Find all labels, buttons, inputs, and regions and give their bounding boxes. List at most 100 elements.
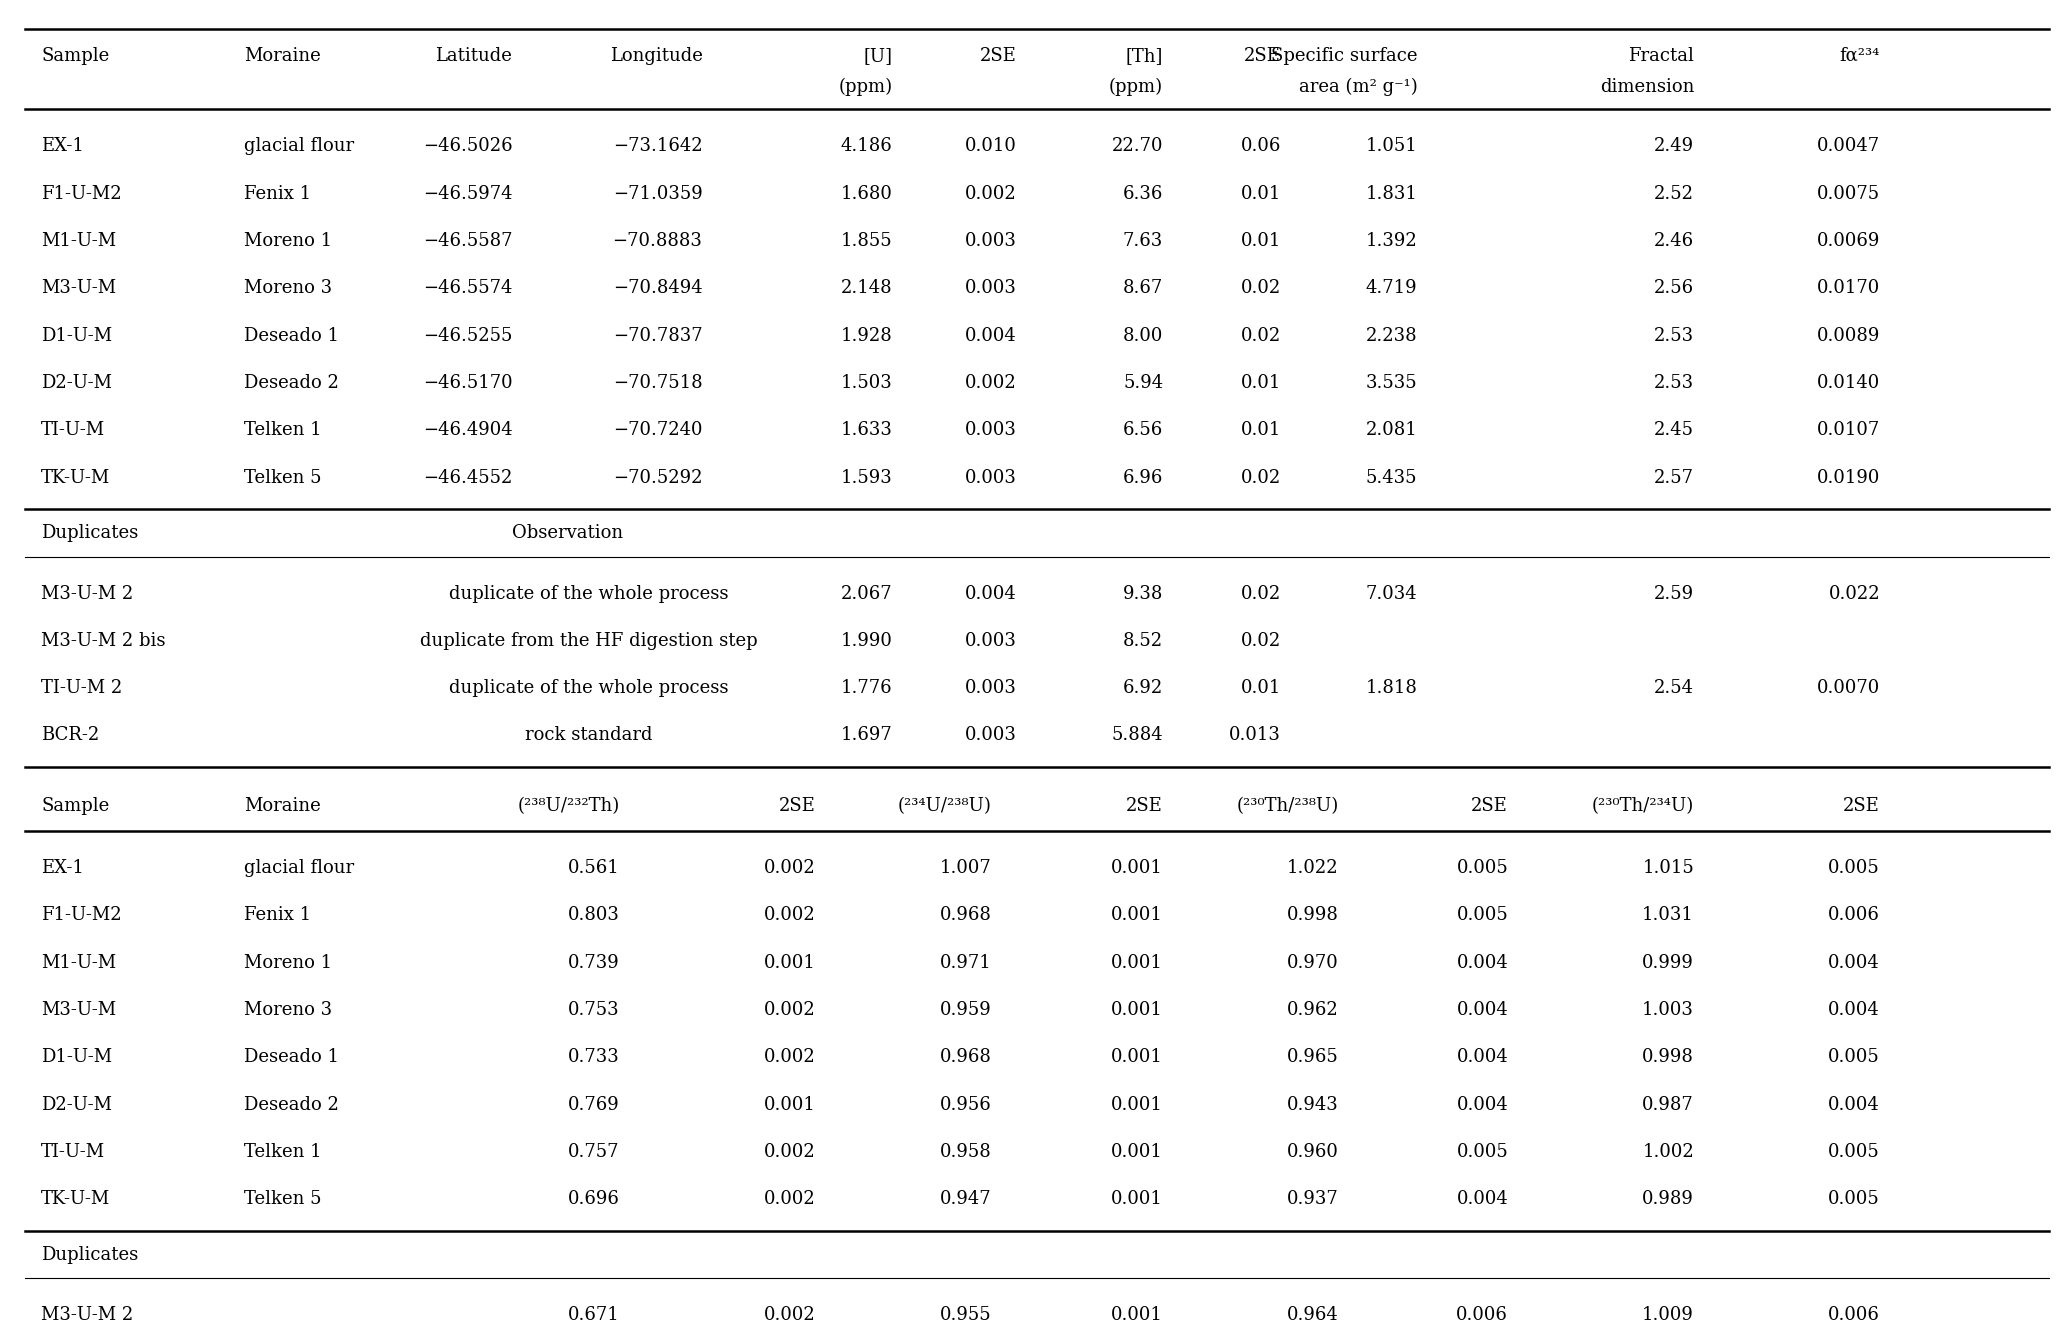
- Text: Observation: Observation: [512, 524, 624, 543]
- Text: 0.002: 0.002: [764, 1001, 816, 1020]
- Text: 0.001: 0.001: [1112, 1096, 1163, 1114]
- Text: 0.022: 0.022: [1828, 584, 1880, 603]
- Text: 0.999: 0.999: [1642, 953, 1694, 972]
- Text: dimension: dimension: [1599, 77, 1694, 96]
- Text: 2SE: 2SE: [1126, 797, 1163, 814]
- Text: 6.96: 6.96: [1122, 468, 1163, 487]
- Text: EX-1: EX-1: [41, 858, 85, 877]
- Text: 1.855: 1.855: [841, 232, 893, 251]
- Text: 0.013: 0.013: [1229, 726, 1281, 745]
- Text: 2.45: 2.45: [1655, 421, 1694, 440]
- Text: Telken 1: Telken 1: [244, 1142, 322, 1161]
- Text: 5.435: 5.435: [1366, 468, 1417, 487]
- Text: 0.002: 0.002: [764, 1142, 816, 1161]
- Text: −46.5170: −46.5170: [424, 373, 512, 392]
- Text: 0.005: 0.005: [1457, 858, 1508, 877]
- Text: 9.38: 9.38: [1122, 584, 1163, 603]
- Text: Sample: Sample: [41, 797, 109, 814]
- Text: 0.753: 0.753: [568, 1001, 620, 1020]
- Text: −46.5026: −46.5026: [424, 137, 512, 156]
- Text: M3-U-M 2: M3-U-M 2: [41, 1306, 134, 1325]
- Text: Telken 5: Telken 5: [244, 468, 322, 487]
- Text: Duplicates: Duplicates: [41, 1245, 138, 1264]
- Text: 0.003: 0.003: [965, 726, 1016, 745]
- Text: Longitude: Longitude: [609, 47, 702, 65]
- Text: 0.003: 0.003: [965, 678, 1016, 697]
- Text: 0.006: 0.006: [1828, 1306, 1880, 1325]
- Text: −46.4552: −46.4552: [424, 468, 512, 487]
- Text: 7.63: 7.63: [1124, 232, 1163, 251]
- Text: −46.5574: −46.5574: [424, 279, 512, 297]
- Text: 0.989: 0.989: [1642, 1190, 1694, 1209]
- Text: area (m² g⁻¹): area (m² g⁻¹): [1300, 77, 1417, 96]
- Text: Deseado 1: Deseado 1: [244, 327, 339, 345]
- Text: 0.002: 0.002: [764, 1190, 816, 1209]
- Text: 0.947: 0.947: [940, 1190, 992, 1209]
- Text: 0.004: 0.004: [1457, 1048, 1508, 1066]
- Text: Moraine: Moraine: [244, 797, 320, 814]
- Text: −70.5292: −70.5292: [614, 468, 702, 487]
- Text: 0.006: 0.006: [1457, 1306, 1508, 1325]
- Text: (²³⁰Th/²³⁴U): (²³⁰Th/²³⁴U): [1593, 797, 1694, 814]
- Text: 0.757: 0.757: [568, 1142, 620, 1161]
- Text: 0.943: 0.943: [1287, 1096, 1339, 1114]
- Text: Telken 5: Telken 5: [244, 1190, 322, 1209]
- Text: M3-U-M 2: M3-U-M 2: [41, 584, 134, 603]
- Text: 0.004: 0.004: [965, 584, 1016, 603]
- Text: 0.962: 0.962: [1287, 1001, 1339, 1020]
- Text: M1-U-M: M1-U-M: [41, 953, 116, 972]
- Text: −70.7837: −70.7837: [614, 327, 702, 345]
- Text: 0.01: 0.01: [1240, 678, 1281, 697]
- Text: 0.010: 0.010: [965, 137, 1016, 156]
- Text: TI-U-M: TI-U-M: [41, 421, 105, 440]
- Text: 0.02: 0.02: [1242, 327, 1281, 345]
- Text: Specific surface: Specific surface: [1271, 47, 1417, 65]
- Text: 0.001: 0.001: [1112, 1306, 1163, 1325]
- Text: 0.02: 0.02: [1242, 279, 1281, 297]
- Text: 0.002: 0.002: [764, 858, 816, 877]
- Text: M3-U-M: M3-U-M: [41, 279, 116, 297]
- Text: 2SE: 2SE: [1843, 797, 1880, 814]
- Text: 2.46: 2.46: [1655, 232, 1694, 251]
- Text: (ppm): (ppm): [1109, 77, 1163, 96]
- Text: 1.928: 1.928: [841, 327, 893, 345]
- Text: [Th]: [Th]: [1126, 47, 1163, 65]
- Text: Fenix 1: Fenix 1: [244, 906, 310, 925]
- Text: 5.884: 5.884: [1112, 726, 1163, 745]
- Text: 0.006: 0.006: [1828, 906, 1880, 925]
- Text: 0.004: 0.004: [1457, 1001, 1508, 1020]
- Text: Moraine: Moraine: [244, 47, 320, 65]
- Text: Deseado 2: Deseado 2: [244, 1096, 339, 1114]
- Text: 0.971: 0.971: [940, 953, 992, 972]
- Text: D1-U-M: D1-U-M: [41, 1048, 112, 1066]
- Text: 0.001: 0.001: [764, 1096, 816, 1114]
- Text: 0.001: 0.001: [764, 953, 816, 972]
- Text: 2.54: 2.54: [1655, 678, 1694, 697]
- Text: 0.01: 0.01: [1240, 373, 1281, 392]
- Text: rock standard: rock standard: [525, 726, 653, 745]
- Text: D2-U-M: D2-U-M: [41, 373, 112, 392]
- Text: M3-U-M 2 bis: M3-U-M 2 bis: [41, 632, 165, 651]
- Text: Deseado 2: Deseado 2: [244, 373, 339, 392]
- Text: 0.956: 0.956: [940, 1096, 992, 1114]
- Text: 0.0070: 0.0070: [1816, 678, 1880, 697]
- Text: 0.803: 0.803: [568, 906, 620, 925]
- Text: M1-U-M: M1-U-M: [41, 232, 116, 251]
- Text: Moreno 3: Moreno 3: [244, 1001, 333, 1020]
- Text: 0.937: 0.937: [1287, 1190, 1339, 1209]
- Text: 0.005: 0.005: [1457, 1142, 1508, 1161]
- Text: 2SE: 2SE: [979, 47, 1016, 65]
- Text: TK-U-M: TK-U-M: [41, 1190, 112, 1209]
- Text: 0.02: 0.02: [1242, 468, 1281, 487]
- Text: 4.719: 4.719: [1366, 279, 1417, 297]
- Text: 0.01: 0.01: [1240, 232, 1281, 251]
- Text: 3.535: 3.535: [1366, 373, 1417, 392]
- Text: 1.031: 1.031: [1642, 906, 1694, 925]
- Text: 0.02: 0.02: [1242, 632, 1281, 651]
- Text: Moreno 3: Moreno 3: [244, 279, 333, 297]
- Text: TK-U-M: TK-U-M: [41, 468, 112, 487]
- Text: 0.970: 0.970: [1287, 953, 1339, 972]
- Text: Fenix 1: Fenix 1: [244, 184, 310, 203]
- Text: 0.005: 0.005: [1828, 1048, 1880, 1066]
- Text: glacial flour: glacial flour: [244, 137, 353, 156]
